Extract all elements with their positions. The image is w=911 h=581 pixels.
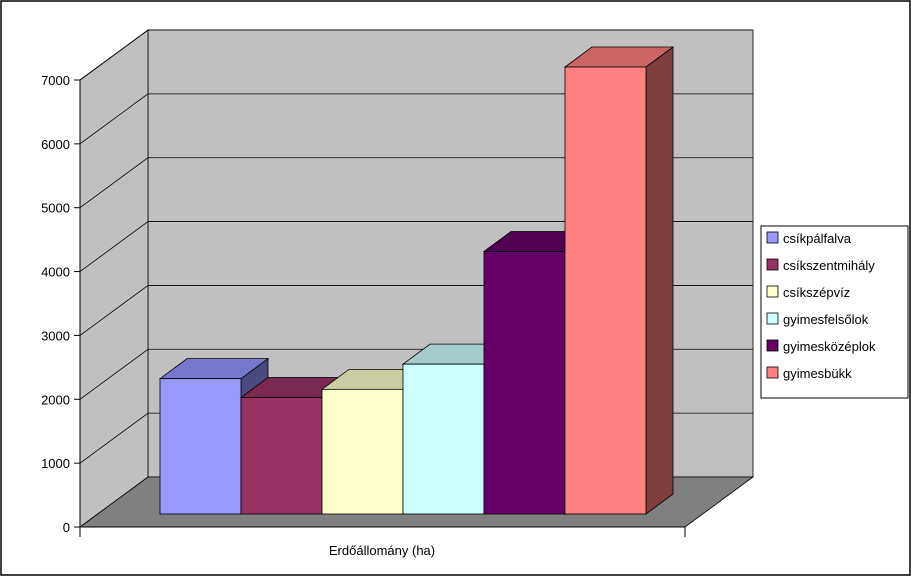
legend-label: csíkszentmihály <box>783 258 875 273</box>
legend: csíkpálfalva csíkszentmihály csíkszépvíz gy… <box>760 225 909 399</box>
legend-label: csíkpálfalva <box>783 231 852 246</box>
y-tick-label: 3000 <box>41 328 70 343</box>
bar-front <box>564 66 647 515</box>
legend-swatch <box>766 339 779 352</box>
side-wall <box>79 29 149 528</box>
gridline-side <box>79 221 149 272</box>
gridline-side <box>79 285 149 336</box>
y-tick-label: 7000 <box>41 73 70 88</box>
legend-label: gyimesközéplok <box>783 339 876 354</box>
bar-front <box>402 363 485 515</box>
legend-box <box>760 225 909 399</box>
gridline-side <box>79 348 149 400</box>
gridline-side <box>79 93 149 145</box>
bar-front <box>483 251 566 515</box>
y-tick-label: 1000 <box>41 456 70 471</box>
x-axis-label: Erdőállomány (ha) <box>329 543 435 558</box>
y-axis: 0 1000 2000 3000 4000 5000 6000 7000 <box>41 73 686 537</box>
bar-front <box>240 397 323 515</box>
bar-front <box>321 388 404 515</box>
legend-label: csíkszépvíz <box>783 285 850 300</box>
gridline-side <box>79 157 149 209</box>
legend-swatch <box>766 366 779 379</box>
y-tick-label: 2000 <box>41 392 70 407</box>
legend-label: gyimesfelsőlok <box>783 312 869 327</box>
y-tick-label: 4000 <box>41 265 70 280</box>
y-tick-label: 5000 <box>41 201 70 216</box>
gridline-side <box>79 412 149 464</box>
y-tick-label: 0 <box>63 520 70 535</box>
bar-front <box>159 378 242 515</box>
bars <box>158 46 675 515</box>
legend-swatch <box>766 312 779 325</box>
legend-label: gyimesbükk <box>783 366 852 381</box>
legend-swatch <box>766 285 779 298</box>
y-tick-label: 6000 <box>41 137 70 152</box>
legend-swatch <box>766 258 779 271</box>
bar-side <box>645 46 674 515</box>
gridline-side <box>79 29 149 81</box>
bar-gyimesbükk <box>563 46 675 515</box>
legend-swatch <box>766 231 779 244</box>
